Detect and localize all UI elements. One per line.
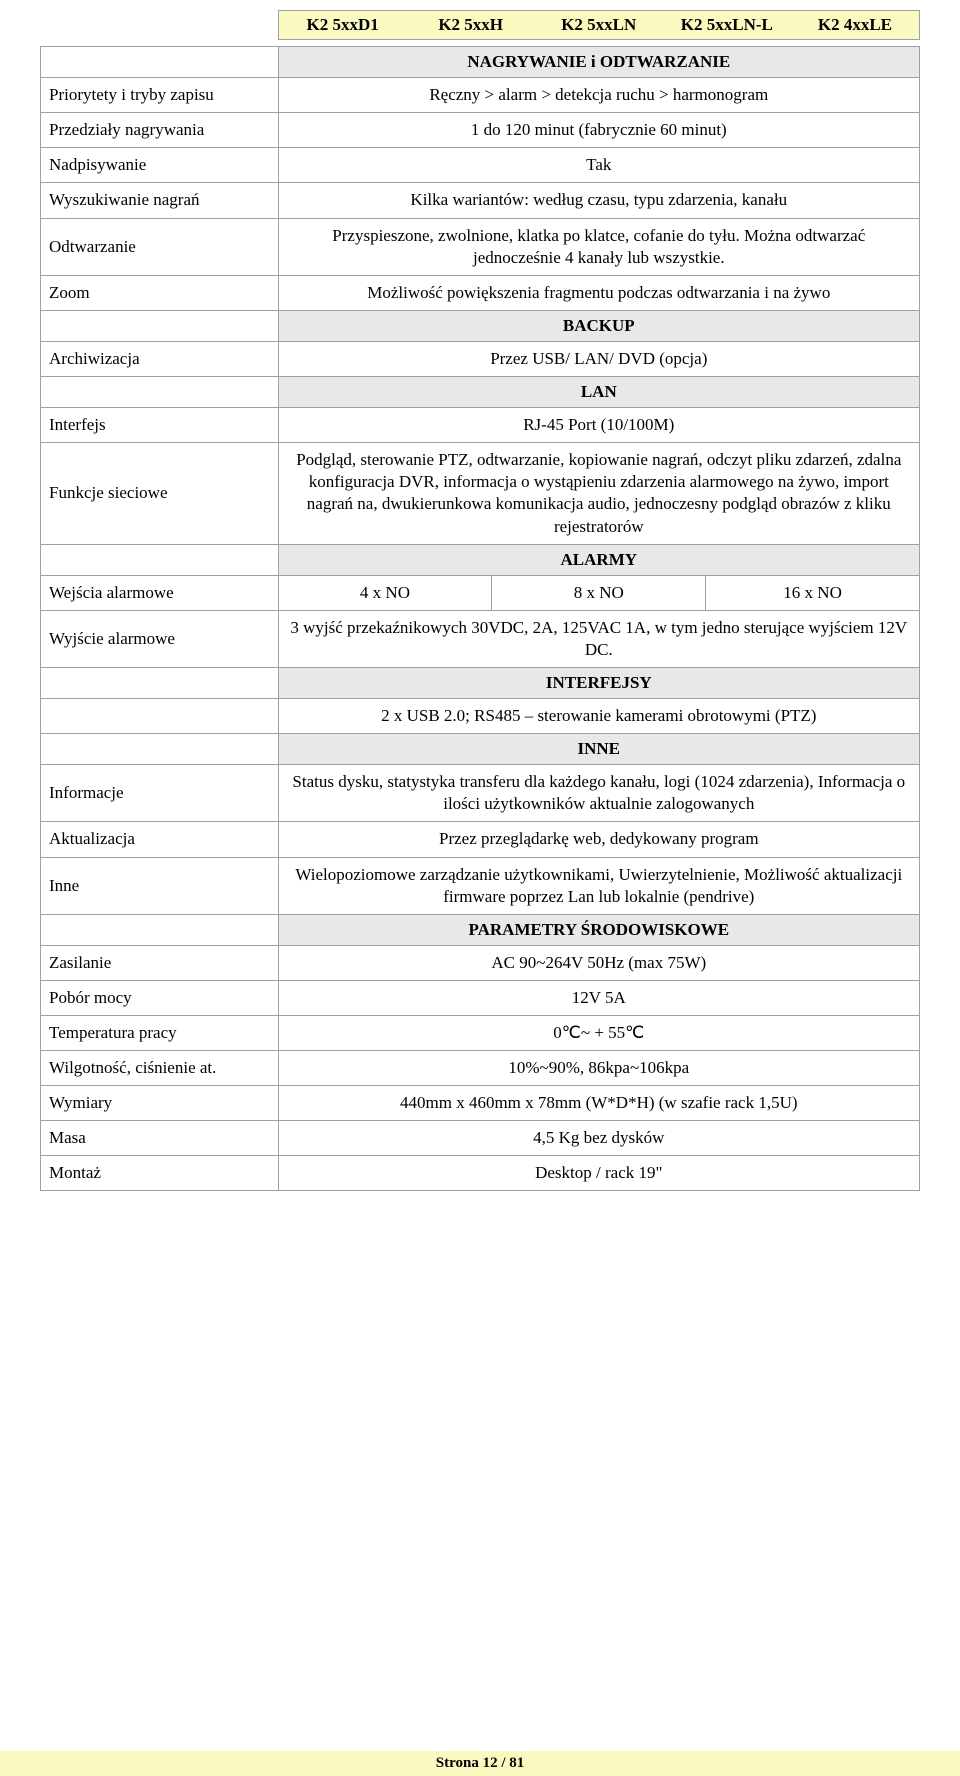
section-interfaces: INTERFEJSY <box>41 667 920 698</box>
table-row: Funkcje sieciowe Podgląd, sterowanie PTZ… <box>41 443 920 544</box>
row-value: Przez przeglądarkę web, dedykowany progr… <box>278 822 919 857</box>
row-value: 4,5 Kg bez dysków <box>278 1121 919 1156</box>
table-row: Priorytety i tryby zapisu Ręczny > alarm… <box>41 78 920 113</box>
row-label: Funkcje sieciowe <box>41 443 279 544</box>
model-col-1: K2 5xxH <box>407 11 535 39</box>
row-label: Pobór mocy <box>41 980 279 1015</box>
table-row: Montaż Desktop / rack 19" <box>41 1156 920 1191</box>
section-lan: LAN <box>41 377 920 408</box>
table-row: Temperatura pracy 0℃~ + 55℃ <box>41 1016 920 1051</box>
row-label: Wilgotność, ciśnienie at. <box>41 1051 279 1086</box>
row-label: Priorytety i tryby zapisu <box>41 78 279 113</box>
table-row: Inne Wielopoziomowe zarządzanie użytkown… <box>41 857 920 914</box>
table-row: 2 x USB 2.0; RS485 – sterowanie kamerami… <box>41 699 920 734</box>
section-title: PARAMETRY ŚRODOWISKOWE <box>278 914 919 945</box>
row-label: Przedziały nagrywania <box>41 113 279 148</box>
row-label: Temperatura pracy <box>41 1016 279 1051</box>
table-row: Wymiary 440mm x 460mm x 78mm (W*D*H) (w … <box>41 1086 920 1121</box>
alarm-input-0: 4 x NO <box>278 575 492 610</box>
section-title: INTERFEJSY <box>278 667 919 698</box>
table-row: Nadpisywanie Tak <box>41 148 920 183</box>
table-row: Wyjście alarmowe 3 wyjść przekaźnikowych… <box>41 610 920 667</box>
row-label: Wymiary <box>41 1086 279 1121</box>
section-title: ALARMY <box>278 544 919 575</box>
model-col-0: K2 5xxD1 <box>279 11 407 39</box>
models-header-row: K2 5xxD1 K2 5xxH K2 5xxLN K2 5xxLN-L K2 … <box>41 11 920 40</box>
row-label: Wejścia alarmowe <box>41 575 279 610</box>
table-row: Interfejs RJ-45 Port (10/100M) <box>41 408 920 443</box>
table-row: Archiwizacja Przez USB/ LAN/ DVD (opcja) <box>41 341 920 376</box>
row-value: Możliwość powiększenia fragmentu podczas… <box>278 275 919 310</box>
section-title: NAGRYWANIE i ODTWARZANIE <box>278 47 919 78</box>
row-value: 10%~90%, 86kpa~106kpa <box>278 1051 919 1086</box>
model-col-2: K2 5xxLN <box>535 11 663 39</box>
row-label: Interfejs <box>41 408 279 443</box>
row-value: Podgląd, sterowanie PTZ, odtwarzanie, ko… <box>278 443 919 544</box>
model-col-4: K2 4xxLE <box>791 11 919 39</box>
row-value: Tak <box>278 148 919 183</box>
row-label: Zoom <box>41 275 279 310</box>
row-value: Kilka wariantów: według czasu, typu zdar… <box>278 183 919 218</box>
model-col-3: K2 5xxLN-L <box>663 11 791 39</box>
table-row: Wyszukiwanie nagrań Kilka wariantów: wed… <box>41 183 920 218</box>
row-value: 12V 5A <box>278 980 919 1015</box>
row-label: Zasilanie <box>41 945 279 980</box>
row-value: AC 90~264V 50Hz (max 75W) <box>278 945 919 980</box>
row-label: Wyjście alarmowe <box>41 610 279 667</box>
row-label: Montaż <box>41 1156 279 1191</box>
section-env: PARAMETRY ŚRODOWISKOWE <box>41 914 920 945</box>
row-value: 440mm x 460mm x 78mm (W*D*H) (w szafie r… <box>278 1086 919 1121</box>
page-container: K2 5xxD1 K2 5xxH K2 5xxLN K2 5xxLN-L K2 … <box>0 0 960 1191</box>
table-row: Wilgotność, ciśnienie at. 10%~90%, 86kpa… <box>41 1051 920 1086</box>
table-row: Aktualizacja Przez przeglądarkę web, ded… <box>41 822 920 857</box>
row-label: Aktualizacja <box>41 822 279 857</box>
section-recording: NAGRYWANIE i ODTWARZANIE <box>41 47 920 78</box>
row-value: 0℃~ + 55℃ <box>278 1016 919 1051</box>
table-row-alarm-inputs: Wejścia alarmowe 4 x NO 8 x NO 16 x NO <box>41 575 920 610</box>
row-label: Nadpisywanie <box>41 148 279 183</box>
row-label: Wyszukiwanie nagrań <box>41 183 279 218</box>
row-value: Ręczny > alarm > detekcja ruchu > harmon… <box>278 78 919 113</box>
alarm-input-1: 8 x NO <box>492 575 706 610</box>
table-row: Przedziały nagrywania 1 do 120 minut (fa… <box>41 113 920 148</box>
row-value: Desktop / rack 19" <box>278 1156 919 1191</box>
row-value: Przez USB/ LAN/ DVD (opcja) <box>278 341 919 376</box>
section-alarms: ALARMY <box>41 544 920 575</box>
spec-table: K2 5xxD1 K2 5xxH K2 5xxLN K2 5xxLN-L K2 … <box>40 10 920 1191</box>
row-label: Masa <box>41 1121 279 1156</box>
table-row: Zoom Możliwość powiększenia fragmentu po… <box>41 275 920 310</box>
row-label: Odtwarzanie <box>41 218 279 275</box>
table-row: Masa 4,5 Kg bez dysków <box>41 1121 920 1156</box>
table-row: Pobór mocy 12V 5A <box>41 980 920 1015</box>
table-row: Odtwarzanie Przyspieszone, zwolnione, kl… <box>41 218 920 275</box>
alarm-input-2: 16 x NO <box>706 575 920 610</box>
section-backup: BACKUP <box>41 310 920 341</box>
row-value: 1 do 120 minut (fabrycznie 60 minut) <box>278 113 919 148</box>
row-value: 3 wyjść przekaźnikowych 30VDC, 2A, 125VA… <box>278 610 919 667</box>
section-other: INNE <box>41 734 920 765</box>
section-title: INNE <box>278 734 919 765</box>
row-value: RJ-45 Port (10/100M) <box>278 408 919 443</box>
table-row: Informacje Status dysku, statystyka tran… <box>41 765 920 822</box>
row-label: Inne <box>41 857 279 914</box>
row-value: Status dysku, statystyka transferu dla k… <box>278 765 919 822</box>
row-value: Przyspieszone, zwolnione, klatka po klat… <box>278 218 919 275</box>
section-title: BACKUP <box>278 310 919 341</box>
section-title: LAN <box>278 377 919 408</box>
page-footer: Strona 12 / 81 <box>0 1751 960 1776</box>
table-row: Zasilanie AC 90~264V 50Hz (max 75W) <box>41 945 920 980</box>
row-label: Archiwizacja <box>41 341 279 376</box>
row-value: 2 x USB 2.0; RS485 – sterowanie kamerami… <box>278 699 919 734</box>
row-value: Wielopoziomowe zarządzanie użytkownikami… <box>278 857 919 914</box>
row-label: Informacje <box>41 765 279 822</box>
